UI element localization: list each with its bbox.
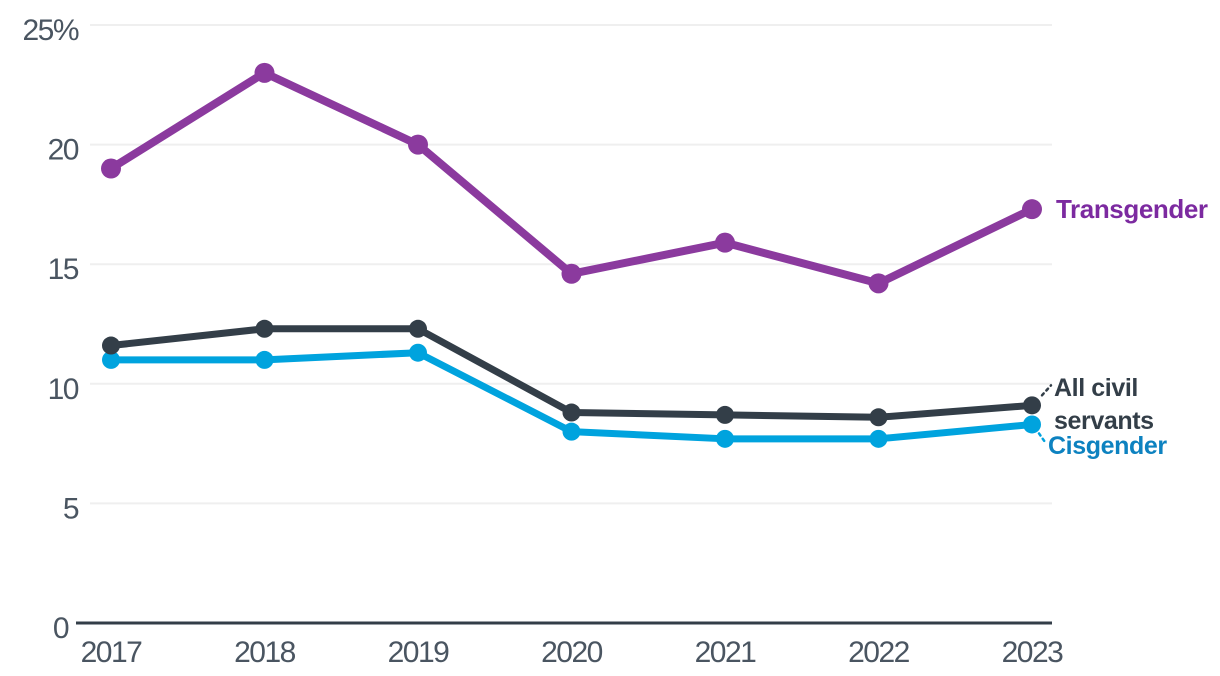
y-tick-label: 20 xyxy=(48,134,79,167)
data-point-cisgender-2023 xyxy=(1023,415,1041,434)
data-point-cisgender-2021 xyxy=(716,429,734,448)
data-point-cisgender-2018 xyxy=(255,350,274,369)
data-point-cisgender-2019 xyxy=(409,343,427,362)
x-tick-label: 2023 xyxy=(1002,636,1064,669)
series-label-transgender: Transgender xyxy=(1056,194,1208,224)
data-point-transgender-2019 xyxy=(408,134,428,155)
data-point-all-civil-servants-2019 xyxy=(409,319,427,338)
x-tick-label: 2019 xyxy=(388,636,450,669)
x-tick-label: 2020 xyxy=(541,636,603,669)
leader-line-cisgender xyxy=(1037,432,1048,445)
x-tick-label: 2017 xyxy=(81,636,143,669)
y-tick-label: 25% xyxy=(22,14,78,47)
data-point-all-civil-servants-2023 xyxy=(1023,396,1041,415)
series-label-cisgender: Cisgender xyxy=(1048,432,1167,460)
data-point-transgender-2021 xyxy=(715,232,735,253)
data-point-transgender-2017 xyxy=(101,158,121,179)
y-tick-label: 5 xyxy=(63,492,79,525)
data-point-transgender-2023 xyxy=(1022,199,1042,220)
x-tick-label: 2018 xyxy=(234,636,296,669)
data-point-all-civil-servants-2018 xyxy=(255,319,274,338)
x-tick-label: 2021 xyxy=(695,636,757,669)
data-point-transgender-2018 xyxy=(254,62,275,83)
y-tick-label: 10 xyxy=(48,373,79,406)
data-point-cisgender-2020 xyxy=(562,422,581,441)
series-line-transgender xyxy=(107,68,1036,288)
data-point-all-civil-servants-2022 xyxy=(869,408,888,427)
data-point-cisgender-2017 xyxy=(102,350,120,369)
y-tick-label: 0 xyxy=(53,612,69,645)
data-point-all-civil-servants-2017 xyxy=(102,336,120,355)
y-tick-label: 15 xyxy=(48,253,79,286)
series-label-all-civil-servants: All civil servants xyxy=(1054,374,1154,435)
data-point-all-civil-servants-2020 xyxy=(562,403,581,422)
x-tick-label: 2022 xyxy=(848,636,910,669)
data-point-cisgender-2022 xyxy=(869,429,888,448)
data-point-transgender-2022 xyxy=(868,273,889,294)
data-point-all-civil-servants-2021 xyxy=(716,405,734,424)
data-point-transgender-2020 xyxy=(561,263,582,284)
leader-line-all-civil-servants xyxy=(1040,384,1053,397)
